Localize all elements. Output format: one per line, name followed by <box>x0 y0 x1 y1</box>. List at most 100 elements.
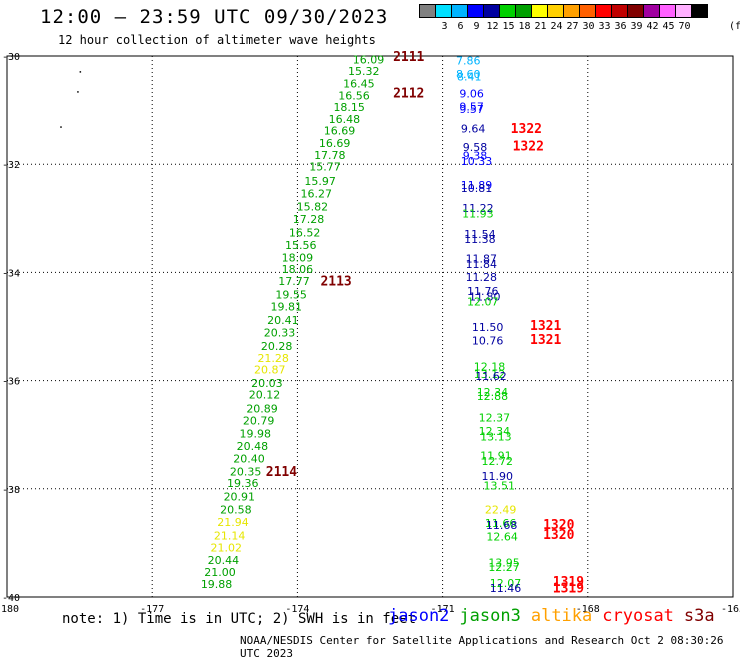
legend-tick-label: 9 <box>473 21 480 32</box>
wave-height-value: 20.89 <box>246 402 278 415</box>
chart-title: 12:00 – 23:59 UTC 09/30/2023 <box>40 6 389 28</box>
wave-height-value: 18.06 <box>282 263 314 276</box>
wave-height-value: 16.45 <box>343 78 375 91</box>
wave-height-value: 16.69 <box>324 125 356 138</box>
wave-height-value: 20.91 <box>224 490 256 503</box>
satellite-name: cryosat <box>602 606 674 626</box>
wave-height-value: 21.94 <box>217 516 249 529</box>
satellite-name: jason3 <box>459 606 521 626</box>
time-label: 2111 <box>393 50 424 65</box>
legend-tick-label: 21 <box>534 21 547 32</box>
legend-swatch <box>691 4 708 18</box>
time-label: 1321 <box>530 333 561 348</box>
wave-height-value: 11.38 <box>464 233 496 246</box>
x-tick-label: -180 <box>0 604 19 615</box>
wave-height-value: 13.12 <box>474 368 506 381</box>
y-tick-label: -32 <box>2 160 20 171</box>
wave-height-value: 12.18 <box>474 361 506 374</box>
wave-height-value: 21.28 <box>257 352 289 365</box>
wave-height-value: 11.68 <box>486 519 518 532</box>
wave-height-value: 16.48 <box>329 113 361 126</box>
wave-height-value: 20.79 <box>243 415 275 428</box>
wave-height-value: 12.37 <box>479 411 511 424</box>
time-label: 2113 <box>320 275 351 290</box>
x-tick-label: -168 <box>576 604 600 615</box>
wave-height-value: 20.12 <box>249 389 281 402</box>
legend-tick-label: 45 <box>662 21 675 32</box>
wave-height-value: 22.49 <box>485 503 517 516</box>
wave-height-value: 11.90 <box>482 470 514 483</box>
land-dot <box>79 71 82 73</box>
satellite-name: jason2 <box>388 606 450 626</box>
legend-tick-label: 6 <box>457 21 464 32</box>
wave-height-value: 15.97 <box>304 175 336 188</box>
wave-height-value: 21.00 <box>204 566 236 579</box>
wave-height-value: 21.14 <box>214 529 246 542</box>
wave-height-value: 12.64 <box>486 530 518 543</box>
wave-height-value: 20.48 <box>237 440 269 453</box>
land-dot <box>60 126 62 128</box>
y-tick-label: -40 <box>2 593 20 604</box>
time-label: 1319 <box>553 581 584 596</box>
wave-height-value: 16.69 <box>319 137 351 150</box>
legend-tick-label: 12 <box>486 21 499 32</box>
time-label: 1322 <box>511 122 542 137</box>
chart-subtitle: 12 hour collection of altimeter wave hei… <box>58 33 376 47</box>
wave-height-value: 17.78 <box>314 149 346 162</box>
wave-height-value: 7.86 <box>456 54 481 67</box>
wave-height-value: 11.93 <box>462 208 494 221</box>
wave-height-value: 16.09 <box>353 53 385 66</box>
wave-height-value: 18.15 <box>333 101 365 114</box>
wave-height-value: 9.38 <box>463 150 488 163</box>
wave-height-value: 11.28 <box>466 271 498 284</box>
wave-height-value: 9.58 <box>463 141 488 154</box>
wave-height-value: 20.33 <box>264 327 296 340</box>
wave-height-value: 19.55 <box>275 289 307 302</box>
wave-height-value: 16.56 <box>338 90 370 103</box>
wave-height-value: 13.13 <box>480 430 512 443</box>
wave-height-value: 20.44 <box>208 554 240 567</box>
wave-height-value: 20.35 <box>230 466 262 479</box>
wave-height-value: 20.58 <box>220 503 252 516</box>
wave-height-value: 20.87 <box>254 363 286 376</box>
legend-tick-label: 27 <box>566 21 579 32</box>
x-tick-label: -174 <box>285 604 309 615</box>
x-tick-label: -177 <box>140 604 164 615</box>
wave-height-value: 10.76 <box>472 335 504 348</box>
satellite-legend: jason2 jason3 altika cryosat s3a <box>388 606 725 626</box>
time-label: 1320 <box>543 528 574 543</box>
legend-tick-label: 70 <box>678 21 691 32</box>
footer-credit: NOAA/NESDIS Center for Satellite Applica… <box>240 634 724 660</box>
y-tick-label: -38 <box>2 485 20 496</box>
wave-height-value: 11.87 <box>466 252 498 265</box>
legend-tick-label: 30 <box>582 21 595 32</box>
wave-height-value: 11.50 <box>472 321 504 334</box>
y-tick-label: -34 <box>2 268 20 279</box>
y-tick-label: -30 <box>2 52 20 63</box>
x-tick-label: -171 <box>431 604 455 615</box>
wave-height-value: 15.56 <box>285 239 317 252</box>
wave-height-value: 11.62 <box>475 370 507 383</box>
x-tick-label: -165 <box>721 604 740 615</box>
wave-height-value: 17.28 <box>293 213 325 226</box>
wave-height-value: 11.84 <box>466 258 498 271</box>
wave-height-value: 15.82 <box>297 200 329 213</box>
wave-height-value: 12.07 <box>490 577 522 590</box>
wave-height-value: 16.52 <box>289 226 321 239</box>
satellite-name: altika <box>530 606 593 626</box>
time-label: 1320 <box>543 518 574 533</box>
wave-height-value: 9.57 <box>459 100 484 113</box>
legend-tick-label: 33 <box>598 21 611 32</box>
wave-height-value: 20.28 <box>261 340 293 353</box>
legend-tick-label: 15 <box>502 21 515 32</box>
plot-frame <box>6 55 734 598</box>
wave-height-value: 19.36 <box>227 477 259 490</box>
wave-height-value: 20.41 <box>267 314 299 327</box>
wave-height-value: 8.60 <box>456 68 481 81</box>
wave-height-value: 17.77 <box>278 275 310 288</box>
wave-height-value: 13.51 <box>483 480 515 493</box>
wave-height-value: 12.07 <box>467 296 499 309</box>
satellite-name: s3a <box>683 606 715 626</box>
